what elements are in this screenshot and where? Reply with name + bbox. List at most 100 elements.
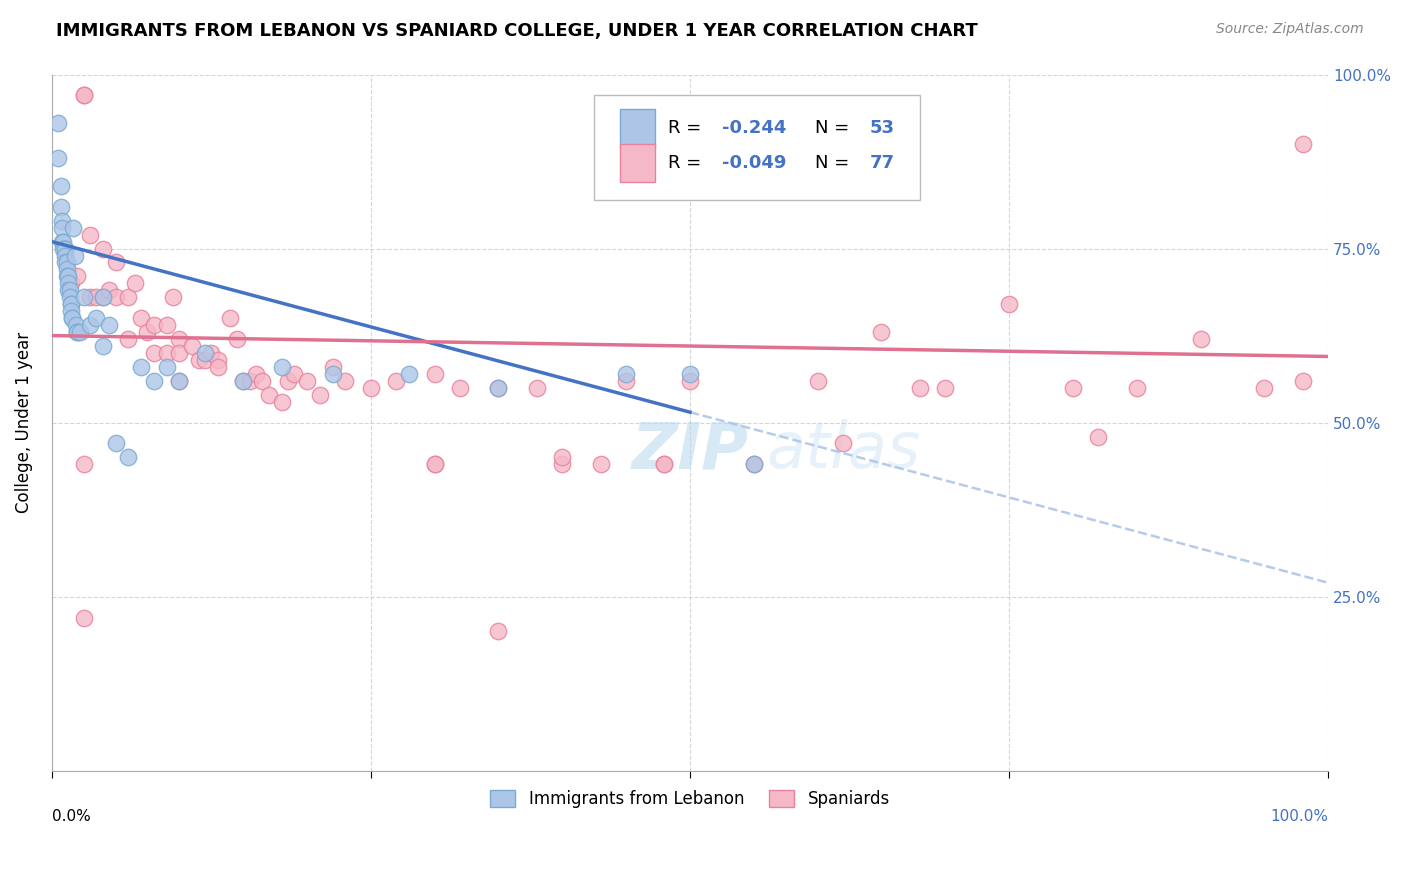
Point [449,381,471,395]
Point [73,610,96,624]
Point [79,318,101,333]
Point [117,332,139,346]
Point [79,290,101,304]
Point [169,374,191,388]
Point [49,178,72,193]
Text: 53: 53 [870,120,894,137]
Point [832,436,855,450]
Point [277,374,299,388]
Point [187,353,209,368]
Point [52,235,75,249]
Point [53,242,76,256]
Point [1062,381,1084,395]
Point [91,242,114,256]
FancyBboxPatch shape [620,110,655,147]
Point [162,290,184,304]
Point [51,220,73,235]
Point [86,311,108,326]
Point [654,458,676,472]
Point [69,325,91,339]
Point [257,388,280,402]
Point [60,311,83,326]
Text: R =: R = [668,120,707,137]
Point [934,381,956,395]
Point [360,381,382,395]
Point [232,374,254,388]
Point [56,269,79,284]
Point [1253,381,1275,395]
Point [46,116,69,130]
Point [742,458,765,472]
Point [66,269,89,284]
Point [73,290,96,304]
Point [79,227,101,242]
Point [270,394,292,409]
Point [423,458,446,472]
Point [225,332,247,346]
Point [589,458,612,472]
Point [52,242,75,256]
Point [73,458,96,472]
Point [136,325,159,339]
Point [62,220,84,235]
Point [91,290,114,304]
Point [551,458,574,472]
Point [488,381,510,395]
Point [398,367,420,381]
Point [53,255,76,269]
Point [1125,381,1147,395]
Point [46,151,69,165]
Point [104,436,127,450]
Point [207,359,229,374]
Point [53,248,76,262]
Point [614,367,637,381]
Text: 100.0%: 100.0% [1270,809,1329,824]
Point [385,374,408,388]
FancyBboxPatch shape [620,145,655,183]
Point [117,290,139,304]
Point [181,339,204,353]
Point [169,374,191,388]
Point [239,374,262,388]
Point [232,374,254,388]
Point [870,325,893,339]
Point [322,367,344,381]
Point [1291,374,1313,388]
Text: 0.0%: 0.0% [52,809,90,824]
Point [194,346,217,360]
Point [322,359,344,374]
Point [654,458,676,472]
Text: -0.049: -0.049 [721,154,786,172]
Point [91,339,114,353]
Point [283,367,305,381]
Point [104,290,127,304]
Point [156,318,179,333]
Point [56,262,79,277]
Point [51,213,73,227]
Point [91,290,114,304]
Point [270,359,292,374]
Point [66,325,89,339]
Point [142,374,165,388]
Point [60,311,83,326]
Point [56,255,79,269]
Point [1189,332,1212,346]
Point [66,325,89,339]
Point [806,374,828,388]
Point [614,374,637,388]
Text: 77: 77 [870,154,894,172]
Point [117,450,139,465]
Point [200,346,222,360]
Point [65,318,87,333]
Point [142,318,165,333]
Point [58,277,80,291]
Point [59,297,82,311]
Point [423,458,446,472]
Point [98,318,121,333]
Point [49,200,72,214]
Point [194,353,217,368]
Point [73,88,96,103]
Point [86,290,108,304]
Point [295,374,318,388]
Point [59,283,82,297]
